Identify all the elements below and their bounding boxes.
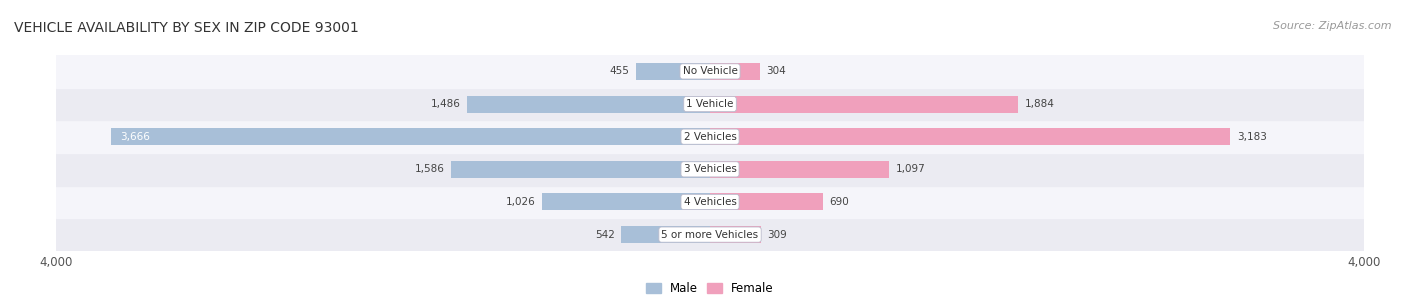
Bar [56,55,1364,88]
Bar [56,88,1364,120]
Bar [543,193,710,211]
Text: 1,486: 1,486 [430,99,461,109]
Text: 690: 690 [830,197,849,207]
Text: 542: 542 [595,230,614,240]
Text: 5 or more Vehicles: 5 or more Vehicles [661,230,759,240]
Text: 3,666: 3,666 [121,132,150,142]
Bar [710,63,759,80]
Legend: Male, Female: Male, Female [641,278,779,300]
Bar [636,63,710,80]
Text: 3,183: 3,183 [1237,132,1267,142]
Text: Source: ZipAtlas.com: Source: ZipAtlas.com [1274,21,1392,32]
Bar [56,218,1364,251]
Bar [111,128,710,145]
Text: 304: 304 [766,66,786,76]
Text: No Vehicle: No Vehicle [682,66,738,76]
Text: 4 Vehicles: 4 Vehicles [683,197,737,207]
Bar [451,161,710,178]
Bar [56,120,1364,153]
Bar [710,128,1230,145]
Bar [710,161,890,178]
Text: 3 Vehicles: 3 Vehicles [683,164,737,174]
Text: 1,097: 1,097 [896,164,925,174]
Bar [710,226,761,243]
Bar [710,95,1018,113]
Text: 2 Vehicles: 2 Vehicles [683,132,737,142]
Bar [56,153,1364,186]
Text: 1 Vehicle: 1 Vehicle [686,99,734,109]
Bar [467,95,710,113]
Text: 455: 455 [609,66,628,76]
Bar [56,186,1364,218]
Text: 1,026: 1,026 [506,197,536,207]
Bar [710,193,823,211]
Text: 309: 309 [768,230,787,240]
Bar [621,226,710,243]
Text: 1,586: 1,586 [415,164,444,174]
Text: VEHICLE AVAILABILITY BY SEX IN ZIP CODE 93001: VEHICLE AVAILABILITY BY SEX IN ZIP CODE … [14,21,359,35]
Text: 1,884: 1,884 [1025,99,1054,109]
